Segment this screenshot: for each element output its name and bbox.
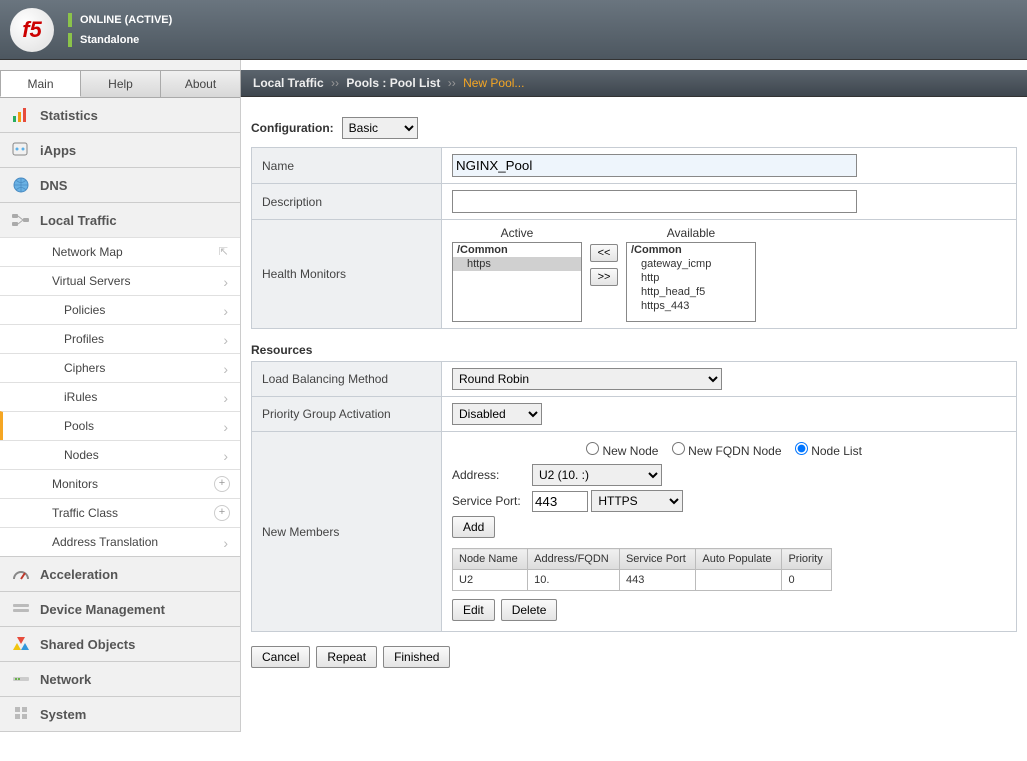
lb-select[interactable]: Round Robin bbox=[452, 368, 722, 390]
finished-button[interactable]: Finished bbox=[383, 646, 450, 668]
resources-form: Load Balancing Method Round Robin Priori… bbox=[251, 361, 1017, 632]
available-title: Available bbox=[667, 226, 715, 240]
description-label: Description bbox=[252, 184, 442, 220]
sidebar: Main Help About Statistics iApps DNS bbox=[0, 60, 241, 732]
sub-nodes[interactable]: Nodes bbox=[0, 440, 240, 469]
avail-opt-2[interactable]: http_head_f5 bbox=[627, 285, 755, 299]
sub-virtual-servers[interactable]: Virtual Servers bbox=[0, 266, 240, 295]
repeat-button[interactable]: Repeat bbox=[316, 646, 377, 668]
name-input[interactable] bbox=[452, 154, 857, 177]
th-address: Address/FQDN bbox=[528, 549, 620, 570]
active-opt-0[interactable]: https bbox=[453, 257, 581, 271]
table-row[interactable]: U2 10. 443 0 bbox=[453, 570, 832, 591]
radio-node-list[interactable]: Node List bbox=[795, 444, 862, 458]
lb-label: Load Balancing Method bbox=[252, 362, 442, 397]
move-left-button[interactable]: << bbox=[590, 244, 618, 262]
iapps-icon bbox=[10, 141, 32, 159]
members-table: Node Name Address/FQDN Service Port Auto… bbox=[452, 548, 832, 591]
address-select[interactable]: U2 (10. :) bbox=[532, 464, 662, 486]
sub-ciphers[interactable]: Ciphers bbox=[0, 353, 240, 382]
nav-statistics[interactable]: Statistics bbox=[0, 98, 240, 132]
sub-traffic-class[interactable]: Traffic Class bbox=[0, 498, 240, 527]
mode-status: Standalone bbox=[80, 34, 139, 46]
new-members-label: New Members bbox=[252, 432, 442, 632]
th-port: Service Port bbox=[619, 549, 695, 570]
sub-irules[interactable]: iRules bbox=[0, 382, 240, 411]
delete-button[interactable]: Delete bbox=[501, 599, 558, 621]
avail-opt-1[interactable]: http bbox=[627, 271, 755, 285]
move-right-button[interactable]: >> bbox=[590, 268, 618, 286]
avail-opt-3[interactable]: https_443 bbox=[627, 299, 755, 313]
nav-network[interactable]: Network bbox=[0, 662, 240, 696]
system-icon bbox=[10, 705, 32, 723]
dns-icon bbox=[10, 176, 32, 194]
nav-local-traffic[interactable]: Local Traffic bbox=[0, 203, 240, 237]
sub-policies[interactable]: Policies bbox=[0, 295, 240, 324]
sub-address-translation[interactable]: Address Translation bbox=[0, 527, 240, 556]
sub-monitors[interactable]: Monitors bbox=[0, 469, 240, 498]
tab-main[interactable]: Main bbox=[0, 70, 81, 97]
radio-new-fqdn[interactable]: New FQDN Node bbox=[672, 444, 782, 458]
name-label: Name bbox=[252, 148, 442, 184]
health-monitors-label: Health Monitors bbox=[252, 220, 442, 329]
nav-iapps[interactable]: iApps bbox=[0, 133, 240, 167]
priority-select[interactable]: Disabled bbox=[452, 403, 542, 425]
nav-shared-objects[interactable]: Shared Objects bbox=[0, 627, 240, 661]
breadcrumb-a[interactable]: Local Traffic bbox=[253, 76, 324, 90]
tab-help[interactable]: Help bbox=[80, 70, 161, 97]
configuration-select[interactable]: Basic bbox=[342, 117, 418, 139]
shared-objects-icon bbox=[10, 635, 32, 653]
status-block: ONLINE (ACTIVE) Standalone bbox=[68, 13, 172, 47]
f5-logo: f5 bbox=[10, 8, 54, 52]
breadcrumb: Local Traffic ›› Pools : Pool List ›› Ne… bbox=[241, 70, 1027, 97]
network-icon bbox=[10, 670, 32, 688]
breadcrumb-current: New Pool... bbox=[463, 76, 524, 90]
active-title: Active bbox=[501, 226, 534, 240]
device-management-icon bbox=[10, 600, 32, 618]
nav-system[interactable]: System bbox=[0, 697, 240, 731]
general-form: Name Description Health Monitors Active … bbox=[251, 147, 1017, 329]
nav-dns[interactable]: DNS bbox=[0, 168, 240, 202]
app-header: f5 ONLINE (ACTIVE) Standalone bbox=[0, 0, 1027, 60]
sub-profiles[interactable]: Profiles bbox=[0, 324, 240, 353]
available-listbox[interactable]: /Common gateway_icmp http http_head_f5 h… bbox=[626, 242, 756, 322]
acceleration-icon bbox=[10, 565, 32, 583]
breadcrumb-b[interactable]: Pools : Pool List bbox=[346, 76, 440, 90]
nav-acceleration[interactable]: Acceleration bbox=[0, 557, 240, 591]
sub-pools[interactable]: Pools bbox=[0, 411, 240, 440]
cancel-button[interactable]: Cancel bbox=[251, 646, 310, 668]
nav-device-management[interactable]: Device Management bbox=[0, 592, 240, 626]
statistics-icon bbox=[10, 106, 32, 124]
tab-about[interactable]: About bbox=[160, 70, 241, 97]
resources-heading: Resources bbox=[241, 343, 1027, 357]
avail-opt-0[interactable]: gateway_icmp bbox=[627, 257, 755, 271]
active-listbox[interactable]: /Common https bbox=[452, 242, 582, 322]
service-port-label: Service Port: bbox=[452, 494, 532, 508]
priority-label: Priority Group Activation bbox=[252, 397, 442, 432]
add-button[interactable]: Add bbox=[452, 516, 495, 538]
service-port-input[interactable] bbox=[532, 491, 588, 512]
th-priority: Priority bbox=[782, 549, 832, 570]
edit-button[interactable]: Edit bbox=[452, 599, 495, 621]
sub-network-map[interactable]: Network Map bbox=[0, 237, 240, 266]
protocol-select[interactable]: HTTPS bbox=[591, 490, 683, 512]
configuration-label: Configuration: bbox=[251, 121, 334, 135]
description-input[interactable] bbox=[452, 190, 857, 213]
th-node-name: Node Name bbox=[453, 549, 528, 570]
online-status: ONLINE (ACTIVE) bbox=[80, 14, 172, 26]
th-auto: Auto Populate bbox=[696, 549, 782, 570]
address-label: Address: bbox=[452, 468, 532, 482]
local-traffic-icon bbox=[10, 211, 32, 229]
radio-new-node[interactable]: New Node bbox=[586, 444, 658, 458]
sidebar-tabs: Main Help About bbox=[0, 70, 240, 98]
content-area: Local Traffic ›› Pools : Pool List ›› Ne… bbox=[241, 60, 1027, 732]
